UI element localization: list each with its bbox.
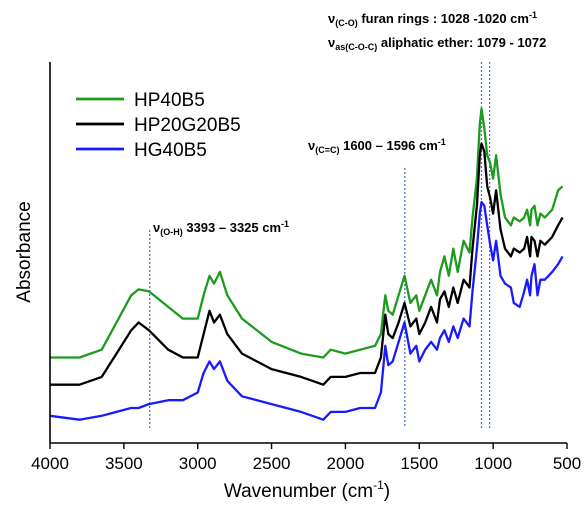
annotation-coc: νas(C-O-C) aliphatic ether: 1079 - 1072 (328, 35, 546, 52)
x-tick-label: 1000 (474, 454, 512, 473)
x-tick-label: 4000 (31, 454, 69, 473)
annotation-cc: ν(C=C) 1600 – 1596 cm-1 (308, 137, 446, 155)
legend: HP40B5 HP20G20B5 HG40B5 (76, 90, 241, 161)
x-tick-label: 3000 (179, 454, 217, 473)
annotations: ν(O-H) 3393 – 3325 cm-1 ν(C=C) 1600 – 159… (153, 10, 546, 237)
series-line (49, 200, 564, 421)
x-axis-label: Wavenumber (cm-1) (224, 478, 390, 502)
plot-area (49, 107, 564, 421)
legend-label: HP40B5 (134, 90, 205, 111)
reference-lines (149, 62, 491, 428)
axes (49, 62, 567, 444)
x-tick-label: 3500 (105, 454, 143, 473)
y-axis-label: Absorbance (14, 201, 35, 302)
legend-label: HG40B5 (134, 140, 207, 161)
x-tick-label: 1500 (400, 454, 438, 473)
series-line (50, 142, 564, 386)
x-tick-label: 2000 (327, 454, 365, 473)
series-line (50, 107, 564, 359)
x-tick-label: 500 (553, 454, 581, 473)
annotation-co: ν(C-O) furan rings : 1028 -1020 cm-1 (328, 10, 537, 28)
x-ticks: 4000 3500 3000 2500 2000 1500 1000 500 (31, 443, 581, 473)
x-tick-label: 2500 (253, 454, 291, 473)
legend-label: HP20G20B5 (134, 115, 241, 136)
annotation-oh: ν(O-H) 3393 – 3325 cm-1 (153, 219, 289, 237)
